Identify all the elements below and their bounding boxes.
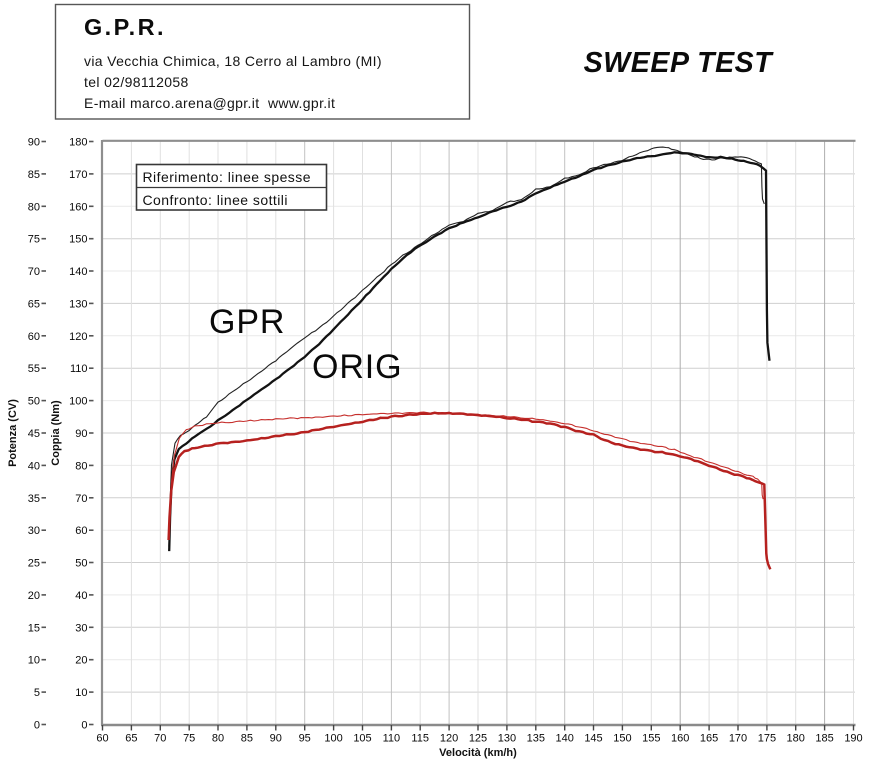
svg-text:90: 90 xyxy=(28,137,40,149)
svg-text:80: 80 xyxy=(75,460,87,472)
svg-text:0: 0 xyxy=(34,720,40,732)
svg-text:110: 110 xyxy=(70,363,88,375)
svg-text:130: 130 xyxy=(498,733,516,745)
svg-text:45: 45 xyxy=(28,428,40,440)
svg-text:Coppia (Nm): Coppia (Nm) xyxy=(50,400,62,466)
svg-text:15: 15 xyxy=(28,622,40,634)
svg-text:Potenza (CV): Potenza (CV) xyxy=(7,399,19,467)
svg-text:185: 185 xyxy=(815,733,833,745)
svg-text:100: 100 xyxy=(324,733,342,745)
svg-text:85: 85 xyxy=(241,733,253,745)
svg-text:Riferimento: linee spesse: Riferimento: linee spesse xyxy=(143,169,311,185)
svg-text:120: 120 xyxy=(440,733,458,745)
svg-text:135: 135 xyxy=(527,733,545,745)
svg-text:125: 125 xyxy=(469,733,487,745)
svg-text:40: 40 xyxy=(28,460,40,472)
svg-text:85: 85 xyxy=(28,169,40,181)
svg-text:65: 65 xyxy=(28,298,40,310)
svg-text:5: 5 xyxy=(34,687,40,699)
svg-text:30: 30 xyxy=(28,525,40,537)
svg-text:30: 30 xyxy=(75,622,87,634)
svg-text:35: 35 xyxy=(28,493,40,505)
svg-text:155: 155 xyxy=(642,733,660,745)
svg-text:105: 105 xyxy=(353,733,371,745)
svg-text:95: 95 xyxy=(299,733,311,745)
svg-text:115: 115 xyxy=(411,733,429,745)
svg-text:40: 40 xyxy=(75,590,87,602)
svg-text:140: 140 xyxy=(69,266,87,278)
svg-text:175: 175 xyxy=(758,733,776,745)
svg-text:170: 170 xyxy=(729,733,747,745)
svg-text:80: 80 xyxy=(212,733,224,745)
svg-text:0: 0 xyxy=(81,720,87,732)
svg-text:70: 70 xyxy=(28,266,40,278)
svg-text:140: 140 xyxy=(556,733,574,745)
svg-text:80: 80 xyxy=(28,201,40,213)
svg-text:150: 150 xyxy=(69,234,87,246)
svg-text:65: 65 xyxy=(125,733,137,745)
svg-text:180: 180 xyxy=(69,137,87,149)
svg-text:70: 70 xyxy=(154,733,166,745)
svg-text:130: 130 xyxy=(69,298,87,310)
svg-text:170: 170 xyxy=(69,169,87,181)
svg-text:Confronto: linee sottili: Confronto: linee sottili xyxy=(143,192,288,208)
svg-text:60: 60 xyxy=(75,525,87,537)
svg-text:G.P.R.: G.P.R. xyxy=(84,14,166,40)
svg-text:10: 10 xyxy=(28,655,40,667)
svg-text:60: 60 xyxy=(96,733,108,745)
svg-text:90: 90 xyxy=(270,733,282,745)
svg-text:120: 120 xyxy=(69,331,87,343)
svg-text:E-mail marco.arena@gpr.it www: E-mail marco.arena@gpr.it www.gpr.it xyxy=(84,95,335,111)
svg-text:20: 20 xyxy=(28,590,40,602)
svg-text:100: 100 xyxy=(69,396,87,408)
svg-text:GPR: GPR xyxy=(209,303,285,341)
svg-text:165: 165 xyxy=(700,733,718,745)
svg-text:ORIG: ORIG xyxy=(312,348,403,386)
svg-text:150: 150 xyxy=(613,733,631,745)
svg-text:160: 160 xyxy=(671,733,689,745)
svg-text:60: 60 xyxy=(28,331,40,343)
svg-text:190: 190 xyxy=(844,733,862,745)
svg-text:75: 75 xyxy=(183,733,195,745)
svg-text:50: 50 xyxy=(28,396,40,408)
svg-text:50: 50 xyxy=(75,558,87,570)
svg-text:75: 75 xyxy=(28,234,40,246)
svg-text:Velocità (km/h): Velocità (km/h) xyxy=(439,747,517,759)
svg-text:via Vecchia Chimica, 18 Cerro: via Vecchia Chimica, 18 Cerro al Lambro … xyxy=(84,53,382,69)
svg-text:20: 20 xyxy=(75,655,87,667)
svg-text:SWEEP TEST: SWEEP TEST xyxy=(584,47,775,79)
svg-text:tel 02/98112058: tel 02/98112058 xyxy=(84,74,189,90)
svg-text:90: 90 xyxy=(75,428,87,440)
svg-text:25: 25 xyxy=(28,558,40,570)
svg-text:70: 70 xyxy=(75,493,87,505)
svg-text:180: 180 xyxy=(787,733,805,745)
svg-text:110: 110 xyxy=(383,733,401,745)
svg-text:160: 160 xyxy=(69,201,87,213)
svg-text:145: 145 xyxy=(584,733,602,745)
svg-text:10: 10 xyxy=(75,687,87,699)
svg-text:55: 55 xyxy=(28,363,40,375)
